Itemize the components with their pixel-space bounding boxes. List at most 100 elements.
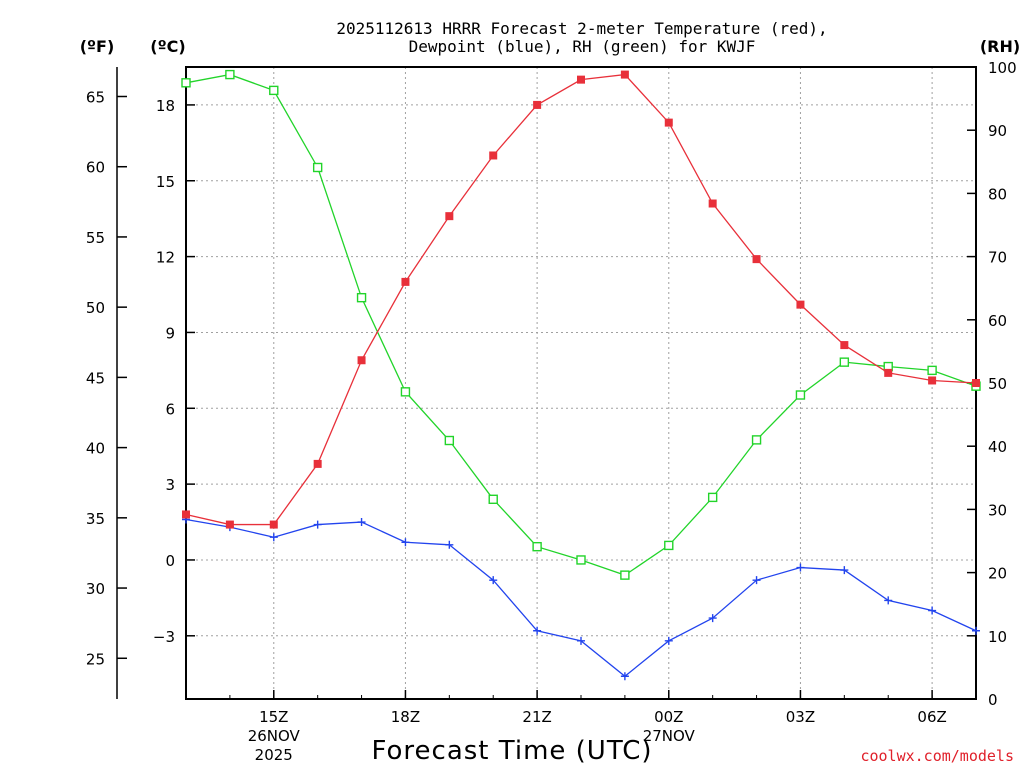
- celsius-tick-label: 12: [156, 249, 175, 267]
- rh-point: [269, 85, 279, 96]
- rh-point: [181, 78, 191, 88]
- dewpoint-point: [752, 576, 761, 585]
- rh-point: [620, 570, 630, 580]
- rh-point: [400, 387, 411, 397]
- fahrenheit-tick-label: 55: [86, 229, 105, 247]
- series-temperature: [182, 70, 980, 529]
- chart-title: 2025112613 HRRR Forecast 2-meter Tempera…: [336, 19, 827, 56]
- x-tick-label: 00Z: [654, 708, 683, 726]
- series-rh: [181, 69, 981, 580]
- dewpoint-point: [577, 636, 585, 645]
- celsius-tick-label: −3: [153, 628, 175, 646]
- rh-point: [312, 162, 323, 173]
- dewpoint-point: [664, 636, 673, 645]
- rh-tick-label: 40: [988, 438, 1007, 456]
- celsius-axis-unit-label: (ºC): [150, 37, 185, 56]
- temperature-point: [357, 356, 366, 365]
- series-layer: [181, 69, 981, 681]
- grid-lines: [186, 67, 976, 699]
- dewpoint-point: [313, 520, 322, 529]
- rh-tick-label: 60: [988, 312, 1007, 330]
- dewpoint-line: [185, 518, 977, 678]
- rh-point: [488, 494, 498, 504]
- rh-point: [356, 292, 367, 303]
- temperature-point: [708, 199, 717, 208]
- x-tick-label: 06Z: [917, 708, 946, 726]
- celsius-tick-label: 18: [156, 97, 175, 115]
- chart-title-line-1: 2025112613 HRRR Forecast 2-meter Tempera…: [336, 19, 827, 38]
- dewpoint-point: [269, 533, 278, 542]
- rh-point: [795, 390, 806, 400]
- plot-frame: [185, 66, 977, 700]
- temperature-point: [664, 118, 673, 127]
- celsius-tick-label: 0: [165, 552, 175, 570]
- rh-point: [664, 540, 674, 551]
- rh-tick-label: 90: [988, 122, 1007, 140]
- rh-point: [707, 492, 718, 503]
- rh-point: [444, 435, 455, 446]
- dewpoint-point: [796, 563, 805, 572]
- x-tick-label: 2025: [255, 746, 293, 764]
- temperature-point: [620, 70, 629, 79]
- rh-point: [532, 541, 542, 552]
- temperature-point: [269, 520, 278, 529]
- x-tick-label: 27NOV: [643, 727, 696, 745]
- rh-axis-ticks: 0 10 20 30 40 50 60 70 80 90 100: [967, 59, 1017, 709]
- dewpoint-point: [884, 596, 893, 605]
- rh-point: [576, 555, 586, 565]
- fahrenheit-tick-label: 65: [86, 88, 105, 106]
- celsius-axis-ticks: −3 0 3 6 9 12 15 18: [153, 97, 195, 646]
- x-axis-title: Forecast Time (UTC): [371, 736, 652, 766]
- rh-point: [927, 365, 937, 376]
- dewpoint-point: [357, 518, 366, 527]
- temperature-point: [182, 510, 190, 519]
- dewpoint-point: [708, 614, 717, 623]
- fahrenheit-tick-label: 25: [86, 650, 105, 668]
- rh-tick-label: 10: [988, 628, 1007, 646]
- x-tick-label: 18Z: [391, 708, 420, 726]
- fahrenheit-tick-label: 40: [86, 440, 105, 458]
- dewpoint-point: [533, 626, 542, 635]
- x-tick-label: 15Z: [259, 708, 288, 726]
- temperature-line: [185, 73, 977, 526]
- temperature-point: [928, 376, 937, 385]
- celsius-tick-label: 9: [165, 324, 175, 342]
- temperature-point: [752, 255, 761, 264]
- rh-tick-label: 20: [988, 565, 1007, 583]
- rh-tick-label: 70: [988, 249, 1007, 267]
- dewpoint-point: [401, 538, 410, 547]
- chart-title-line-2: Dewpoint (blue), RH (green) for KWJF: [409, 37, 756, 56]
- rh-line: [185, 73, 977, 576]
- series-dewpoint: [182, 515, 980, 681]
- rh-tick-label: 30: [988, 501, 1007, 519]
- temperature-point: [884, 368, 893, 377]
- rh-point: [751, 435, 762, 445]
- dewpoint-point: [445, 540, 454, 549]
- rh-tick-label: 100: [988, 59, 1017, 77]
- fahrenheit-tick-label: 35: [86, 510, 105, 528]
- temperature-point: [577, 75, 585, 84]
- dewpoint-point: [928, 606, 937, 615]
- celsius-tick-label: 6: [165, 400, 175, 418]
- temperature-point: [972, 379, 980, 387]
- fahrenheit-axis-ticks: 25 30 35 40 45 50 55 60 65: [86, 88, 127, 668]
- temperature-point: [313, 459, 322, 468]
- x-tick-label: 26NOV: [248, 727, 301, 745]
- dewpoint-point: [489, 576, 498, 585]
- rh-tick-label: 50: [988, 375, 1007, 393]
- x-tick-label: 03Z: [786, 708, 815, 726]
- temperature-point: [445, 212, 454, 221]
- x-tick-label: 21Z: [522, 708, 551, 726]
- fahrenheit-tick-label: 50: [86, 299, 105, 317]
- celsius-tick-label: 3: [165, 476, 175, 494]
- temperature-point: [533, 100, 542, 109]
- fahrenheit-tick-label: 45: [86, 369, 105, 387]
- fahrenheit-tick-label: 30: [86, 580, 105, 598]
- rh-axis-unit-label: (RH): [980, 37, 1020, 56]
- rh-tick-label: 80: [988, 185, 1007, 203]
- rh-point: [225, 69, 235, 80]
- source-credit: coolwx.com/models: [860, 747, 1014, 765]
- temperature-point: [489, 151, 498, 160]
